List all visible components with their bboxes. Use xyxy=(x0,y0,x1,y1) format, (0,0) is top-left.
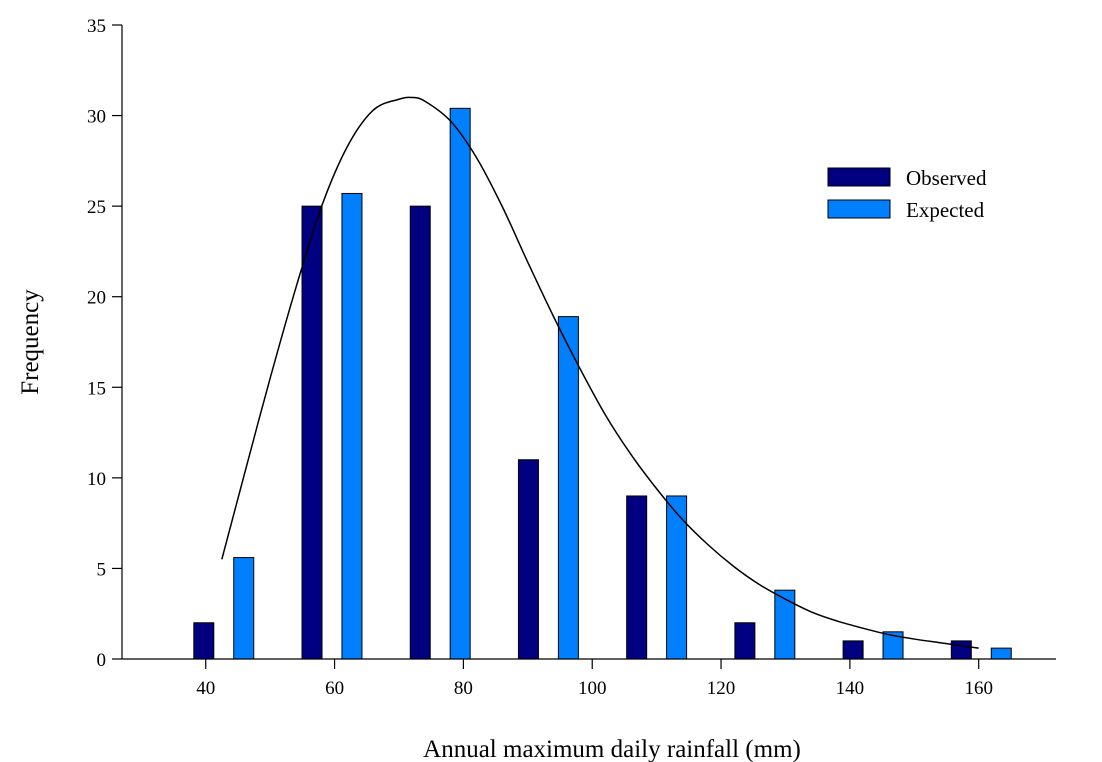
legend-swatch-observed xyxy=(827,167,891,187)
bar-expected-7 xyxy=(990,647,1012,660)
legend-label-expected: Expected xyxy=(906,198,985,222)
y-tick-label-20: 20 xyxy=(87,288,106,309)
bar-expected-2 xyxy=(449,107,471,660)
fitted-distribution-curve xyxy=(221,96,979,649)
bar-expected-1 xyxy=(341,192,363,660)
x-axis-title: Annual maximum daily rainfall (mm) xyxy=(423,736,801,762)
x-tick-label-40: 40 xyxy=(196,678,215,699)
y-tick-label-35: 35 xyxy=(87,16,106,37)
y-tick-label-10: 10 xyxy=(87,469,106,490)
x-tick-label-100: 100 xyxy=(578,678,607,699)
y-axis-title: Frequency xyxy=(17,289,44,395)
bar-observed-0 xyxy=(193,622,215,660)
bar-observed-5 xyxy=(734,622,756,660)
x-tick-label-80: 80 xyxy=(454,678,473,699)
x-tick-label-140: 140 xyxy=(836,678,865,699)
bar-observed-7 xyxy=(950,640,972,660)
y-tick-label-0: 0 xyxy=(97,650,107,671)
y-tick-label-15: 15 xyxy=(87,378,106,399)
bar-expected-5 xyxy=(774,589,796,660)
legend-swatch-expected xyxy=(827,199,891,219)
x-tick-label-60: 60 xyxy=(325,678,344,699)
bar-observed-6 xyxy=(842,640,864,660)
bar-observed-4 xyxy=(626,495,648,660)
x-tick-label-120: 120 xyxy=(707,678,736,699)
bar-expected-3 xyxy=(557,316,579,660)
y-tick-label-5: 5 xyxy=(97,559,107,580)
bar-observed-1 xyxy=(301,205,323,660)
legend: Observed Expected xyxy=(827,166,987,222)
bars-layer xyxy=(193,107,1012,660)
bar-observed-2 xyxy=(409,205,431,660)
axes-layer: 0 5 10 15 20 25 30 35 40 60 80 100 120 140 160 xyxy=(87,16,1056,699)
x-tick-label-160: 160 xyxy=(964,678,993,699)
bar-expected-0 xyxy=(233,557,255,660)
y-tick-label-25: 25 xyxy=(87,197,106,218)
bar-observed-3 xyxy=(517,459,539,660)
y-tick-label-30: 30 xyxy=(87,107,106,128)
legend-label-observed: Observed xyxy=(906,166,987,190)
